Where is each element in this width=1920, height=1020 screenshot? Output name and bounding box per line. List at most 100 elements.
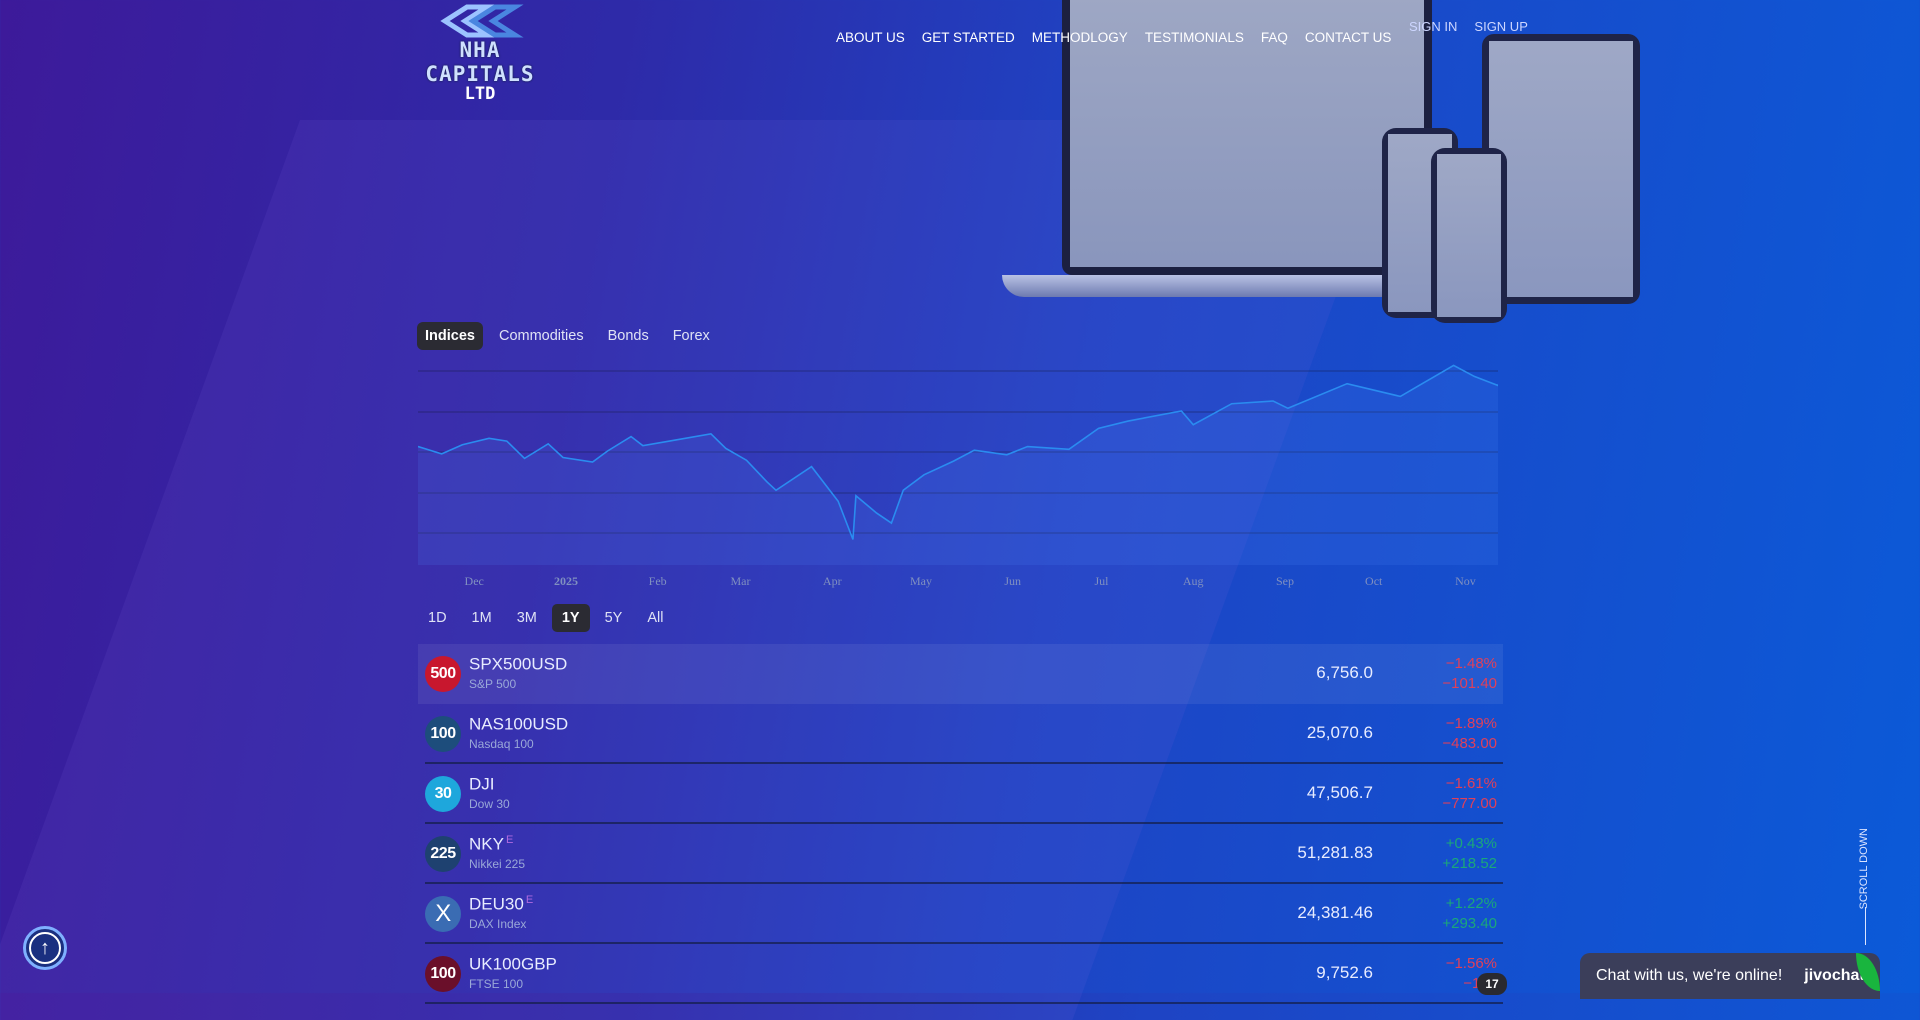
change-absolute: +218.52 <box>1442 854 1497 874</box>
range-1d[interactable]: 1D <box>418 604 457 632</box>
instrument-badge: X <box>425 896 461 932</box>
tab-forex[interactable]: Forex <box>665 322 718 350</box>
auth-links: SIGN IN SIGN UP <box>1409 19 1528 34</box>
chat-widget[interactable]: Chat with us, we're online! jivochat <box>1580 953 1880 999</box>
change-absolute: −101.40 <box>1442 674 1497 694</box>
instrument-list: 500 SPX500USD S&P 500 6,756.0 −1.48%−101… <box>418 644 1503 1004</box>
instrument-price: 47,506.7 <box>1307 783 1373 803</box>
instrument-price: 6,756.0 <box>1316 663 1373 683</box>
change-absolute: +293.40 <box>1442 914 1497 934</box>
x-tick-label: Dec <box>465 574 484 588</box>
x-tick-label: Apr <box>823 574 842 588</box>
x-tick-label: Jul <box>1094 574 1109 588</box>
instrument-name: Nikkei 225 <box>469 857 525 871</box>
logo-mark-icon <box>425 4 535 38</box>
instrument-change: −1.61%−777.00 <box>1442 774 1497 814</box>
change-percent: −1.48% <box>1442 654 1497 674</box>
x-tick-label: Jun <box>1004 574 1021 588</box>
instrument-change: −1.48%−101.40 <box>1442 654 1497 694</box>
nav-testimonials[interactable]: TESTIMONIALS <box>1145 30 1244 45</box>
range-1m[interactable]: 1M <box>462 604 502 632</box>
chat-text: Chat with us, we're online! <box>1596 967 1782 985</box>
brand-suffix: LTD <box>405 84 555 104</box>
instrument-badge: 225 <box>425 836 461 872</box>
x-tick-label: May <box>910 574 932 588</box>
hero-devices-image <box>1000 0 1650 320</box>
instrument-change: −1.89%−483.00 <box>1442 714 1497 754</box>
instrument-symbol-wrap: UK100GBP <box>469 954 559 975</box>
nav-get-started[interactable]: GET STARTED <box>922 30 1015 45</box>
instrument-price: 9,752.6 <box>1316 963 1373 983</box>
instrument-badge: 100 <box>425 716 461 752</box>
tab-commodities[interactable]: Commodities <box>491 322 592 350</box>
main-nav: ABOUT US GET STARTED METHODLOGY TESTIMON… <box>836 30 1391 45</box>
instrument-price: 24,381.46 <box>1297 903 1373 923</box>
arrow-up-icon: ↑ <box>29 932 61 964</box>
instrument-symbol: NKY <box>469 835 504 854</box>
scroll-line <box>1865 907 1866 945</box>
sign-in-link[interactable]: SIGN IN <box>1409 19 1457 34</box>
instrument-name: Dow 30 <box>469 797 510 811</box>
instrument-badge: 100 <box>425 956 461 992</box>
instrument-name: S&P 500 <box>469 677 516 691</box>
instrument-symbol: DEU30 <box>469 895 524 914</box>
instrument-symbol-wrap: NAS100USD <box>469 714 570 735</box>
x-tick-label: Aug <box>1183 574 1204 588</box>
x-tick-label: Sep <box>1276 574 1294 588</box>
range-3m[interactable]: 3M <box>507 604 547 632</box>
brand-name: NHA CAPITALS <box>405 38 555 86</box>
instrument-row[interactable]: 30 DJI Dow 30 47,506.7 −1.61%−777.00 <box>425 764 1503 824</box>
x-tick-label: Nov <box>1455 574 1476 588</box>
instrument-symbol: SPX500USD <box>469 655 567 674</box>
instrument-row[interactable]: 100 UK100GBP FTSE 100 9,752.6 −1.56%−154 <box>425 944 1503 1004</box>
range-selector: 1D 1M 3M 1Y 5Y All <box>418 604 673 632</box>
change-absolute: −777.00 <box>1442 794 1497 814</box>
change-absolute: −483.00 <box>1442 734 1497 754</box>
nav-faq[interactable]: FAQ <box>1261 30 1288 45</box>
instrument-symbol-wrap: SPX500USD <box>469 654 569 675</box>
instrument-name: Nasdaq 100 <box>469 737 534 751</box>
nav-about-us[interactable]: ABOUT US <box>836 30 905 45</box>
brand-logo[interactable]: NHA CAPITALS LTD <box>405 4 555 104</box>
instrument-price: 51,281.83 <box>1297 843 1373 863</box>
change-percent: +0.43% <box>1442 834 1497 854</box>
tab-indices[interactable]: Indices <box>417 322 483 350</box>
instrument-name: DAX Index <box>469 917 526 931</box>
x-tick-label: Oct <box>1365 574 1383 588</box>
sign-up-link[interactable]: SIGN UP <box>1474 19 1527 34</box>
market-tabs: Indices Commodities Bonds Forex <box>417 322 718 350</box>
instrument-row[interactable]: 100 NAS100USD Nasdaq 100 25,070.6 −1.89%… <box>425 704 1503 764</box>
scroll-to-top-button[interactable]: ↑ <box>23 926 67 970</box>
instrument-row[interactable]: 500 SPX500USD S&P 500 6,756.0 −1.48%−101… <box>418 644 1503 704</box>
change-percent: −1.89% <box>1442 714 1497 734</box>
tab-bonds[interactable]: Bonds <box>600 322 657 350</box>
x-tick-label: 2025 <box>554 574 578 588</box>
nav-methodology[interactable]: METHODLOGY <box>1032 30 1128 45</box>
change-percent: +1.22% <box>1442 894 1497 914</box>
instrument-symbol: NAS100USD <box>469 715 568 734</box>
instrument-name: FTSE 100 <box>469 977 523 991</box>
scroll-down-label[interactable]: SCROLL DOWN <box>1858 828 1870 910</box>
instrument-symbol-wrap: DJI <box>469 774 497 795</box>
x-tick-label: Mar <box>731 574 751 588</box>
instrument-symbol: DJI <box>469 775 495 794</box>
instrument-price: 25,070.6 <box>1307 723 1373 743</box>
range-1y[interactable]: 1Y <box>552 604 590 632</box>
instrument-symbol: UK100GBP <box>469 955 557 974</box>
range-5y[interactable]: 5Y <box>595 604 633 632</box>
instrument-flag: E <box>506 834 513 846</box>
instrument-badge: 500 <box>425 656 461 692</box>
nav-contact-us[interactable]: CONTACT US <box>1305 30 1392 45</box>
instrument-change: +0.43%+218.52 <box>1442 834 1497 874</box>
tradingview-logo[interactable]: 17 <box>1477 973 1507 995</box>
instrument-flag: E <box>526 894 533 906</box>
chat-brand: jivochat <box>1804 967 1864 985</box>
chart-area <box>418 365 1498 565</box>
range-all[interactable]: All <box>637 604 673 632</box>
change-percent: −1.61% <box>1442 774 1497 794</box>
